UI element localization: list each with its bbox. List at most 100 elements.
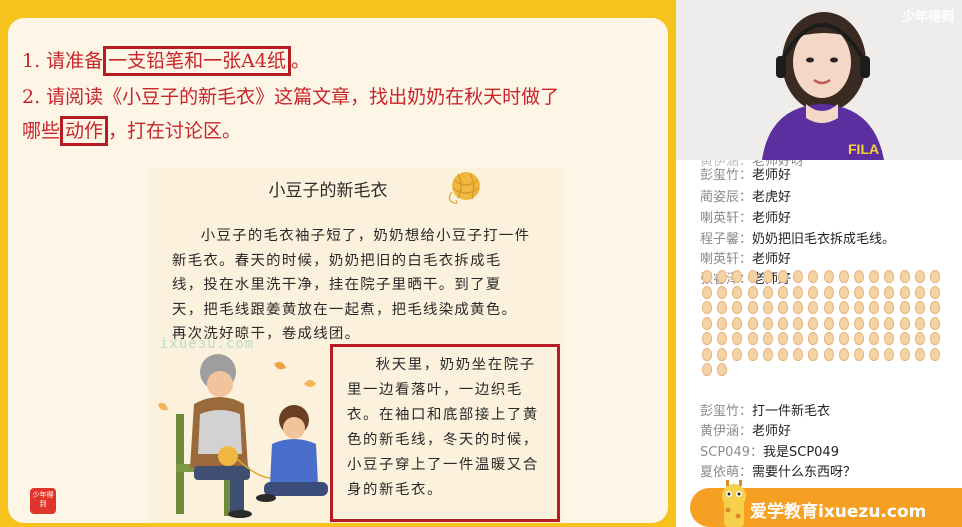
reaction-emoji-icon xyxy=(793,285,804,299)
reaction-emoji-icon xyxy=(793,316,804,330)
reaction-emoji-icon xyxy=(914,270,925,283)
reaction-emoji-icon xyxy=(717,270,728,283)
reaction-emoji-icon xyxy=(838,270,849,283)
story-panel: 小豆子的新毛衣 小豆子的毛衣袖子短了，奶奶想给小豆子打一件新毛衣。春天的时候，奶… xyxy=(148,168,564,523)
reaction-emoji-icon xyxy=(762,285,773,299)
reaction-emoji-icon xyxy=(854,270,864,283)
reaction-emoji-icon xyxy=(702,316,712,330)
chat-message: 黄伊涵：老师好 xyxy=(700,424,791,440)
reaction-emoji-icon xyxy=(732,332,743,345)
reaction-emoji-icon xyxy=(823,316,834,330)
chat-text: 奶奶把旧毛衣拆成毛线。 xyxy=(752,232,896,247)
reaction-emoji-icon xyxy=(838,285,849,299)
reaction-emoji-icon xyxy=(899,347,910,361)
story-title: 小豆子的新毛衣 xyxy=(268,181,388,201)
reaction-emoji-icon xyxy=(823,285,834,299)
chat-username: 彭玺竹： xyxy=(700,168,753,183)
reaction-emoji-icon xyxy=(838,332,849,345)
reaction-emoji-icon xyxy=(702,285,712,299)
reaction-emoji-icon xyxy=(884,347,895,361)
promo-banner[interactable]: 爱学教育ixuezu.com xyxy=(690,480,962,527)
reaction-emoji-icon xyxy=(717,316,728,330)
reaction-emoji-icon xyxy=(914,332,925,345)
reaction-emoji-icon xyxy=(747,285,758,299)
chat-text: 老师好 xyxy=(752,211,792,226)
reaction-emoji-icon xyxy=(884,285,895,299)
chat-text: 我是SCP049 xyxy=(762,445,839,460)
reaction-emoji-icon xyxy=(702,363,712,376)
reaction-emoji-icon xyxy=(869,316,880,330)
chat-text: 老师好 xyxy=(752,168,792,183)
reaction-emoji-icon xyxy=(793,347,804,361)
reaction-emoji-icon xyxy=(702,347,712,361)
reaction-emoji-icon xyxy=(930,270,940,283)
chat-panel[interactable]: 黄伊涵：老师好呀 彭玺竹：老师好 蔺姿辰：老虎好 喇英轩：老师好 程子馨：奶奶把… xyxy=(676,160,962,527)
reaction-emoji-icon xyxy=(838,301,849,314)
reaction-emoji-icon xyxy=(778,301,788,314)
story-body: 小豆子的毛衣袖子短了，奶奶想给小豆子打一件新毛衣。春天的时候，奶奶把旧的白毛衣拆… xyxy=(172,228,531,342)
highlighted-story-passage: 秋天里，奶奶坐在院子里一边看落叶，一边织毛衣。在袖口和底部接上了黄色的新毛线，冬… xyxy=(330,344,560,522)
reaction-emoji-icon xyxy=(899,285,910,299)
instruction-2-pre: 哪些 xyxy=(22,120,61,142)
reaction-emoji-icon xyxy=(930,301,940,314)
reaction-emoji-icon xyxy=(732,301,743,314)
chat-username: 程子馨： xyxy=(700,232,753,247)
brand-logo: 少年得到 xyxy=(901,10,954,25)
reaction-emoji-icon xyxy=(762,347,773,361)
chat-text: 需要什么东西呀？ xyxy=(752,465,857,480)
chat-text: 老师好 xyxy=(752,424,792,439)
reaction-emoji-icon xyxy=(717,347,728,361)
reaction-emoji-icon xyxy=(930,332,940,345)
reaction-emoji-icon xyxy=(930,285,940,299)
reaction-emoji-icon xyxy=(778,347,788,361)
reaction-emoji-icon xyxy=(717,332,728,345)
reaction-emoji-icon xyxy=(838,316,849,330)
reaction-emoji-icon xyxy=(854,285,864,299)
reaction-emoji-icon xyxy=(702,332,712,345)
watermark: ixueзu.com xyxy=(160,336,255,352)
chat-message: 彭玺竹：打一件新毛衣 xyxy=(700,404,830,420)
reaction-emoji-icon xyxy=(914,316,925,330)
chat-username: 彭玺竹： xyxy=(700,404,753,419)
instruction-2-highlight: 动作 xyxy=(60,116,109,146)
instruction-1-end: 。 xyxy=(290,50,310,72)
reaction-emoji-icon xyxy=(808,301,819,314)
reaction-emoji-icon xyxy=(762,270,773,283)
reaction-emoji-icon xyxy=(930,347,940,361)
reaction-emoji-icon xyxy=(854,316,864,330)
giraffe-mascot-icon xyxy=(722,480,746,527)
chat-message: 喇英轩：老师好 xyxy=(700,252,791,268)
reaction-emoji-icon xyxy=(762,316,773,330)
chat-text: 老虎好 xyxy=(752,190,792,205)
reaction-emoji-icon xyxy=(930,316,940,330)
instruction-2-line2: 哪些 动作 ，打在讨论区。 xyxy=(22,116,241,146)
reaction-emoji-icon xyxy=(884,301,895,314)
reaction-emoji-icon xyxy=(778,270,788,283)
reaction-emoji-icon xyxy=(884,332,895,345)
reaction-emoji-icon xyxy=(823,347,834,361)
reaction-emoji-icon xyxy=(899,316,910,330)
reaction-emoji-icon xyxy=(869,347,880,361)
chat-message: 夏依萌：需要什么东西呀？ xyxy=(700,465,856,481)
chat-message: 喇英轩：老师好 xyxy=(700,211,791,227)
reaction-emoji-icon xyxy=(717,301,728,314)
reaction-emoji-icon xyxy=(884,270,895,283)
reaction-emoji-icon xyxy=(732,285,743,299)
reaction-emoji-icon xyxy=(747,332,758,345)
chat-message: 蔺姿辰：老虎好 xyxy=(700,190,791,206)
reaction-emoji-icon xyxy=(914,301,925,314)
reaction-emoji-icon xyxy=(884,316,895,330)
chat-username: 夏依萌： xyxy=(700,465,753,480)
reaction-emoji-icon xyxy=(747,316,758,330)
reaction-emoji-icon xyxy=(854,301,864,314)
reaction-emoji-icon xyxy=(793,301,804,314)
promo-text: 爱学教育ixuezu.com xyxy=(750,502,927,522)
reaction-emoji-icon xyxy=(778,332,788,345)
reaction-emoji-icon xyxy=(778,316,788,330)
reaction-emoji-icon xyxy=(838,347,849,361)
chat-text: 打一件新毛衣 xyxy=(752,404,831,419)
chat-text: 老师好呀 xyxy=(752,160,805,169)
reaction-emoji-icon xyxy=(823,332,834,345)
reaction-emoji-icon xyxy=(869,270,880,283)
reaction-emoji-icon xyxy=(808,332,819,345)
